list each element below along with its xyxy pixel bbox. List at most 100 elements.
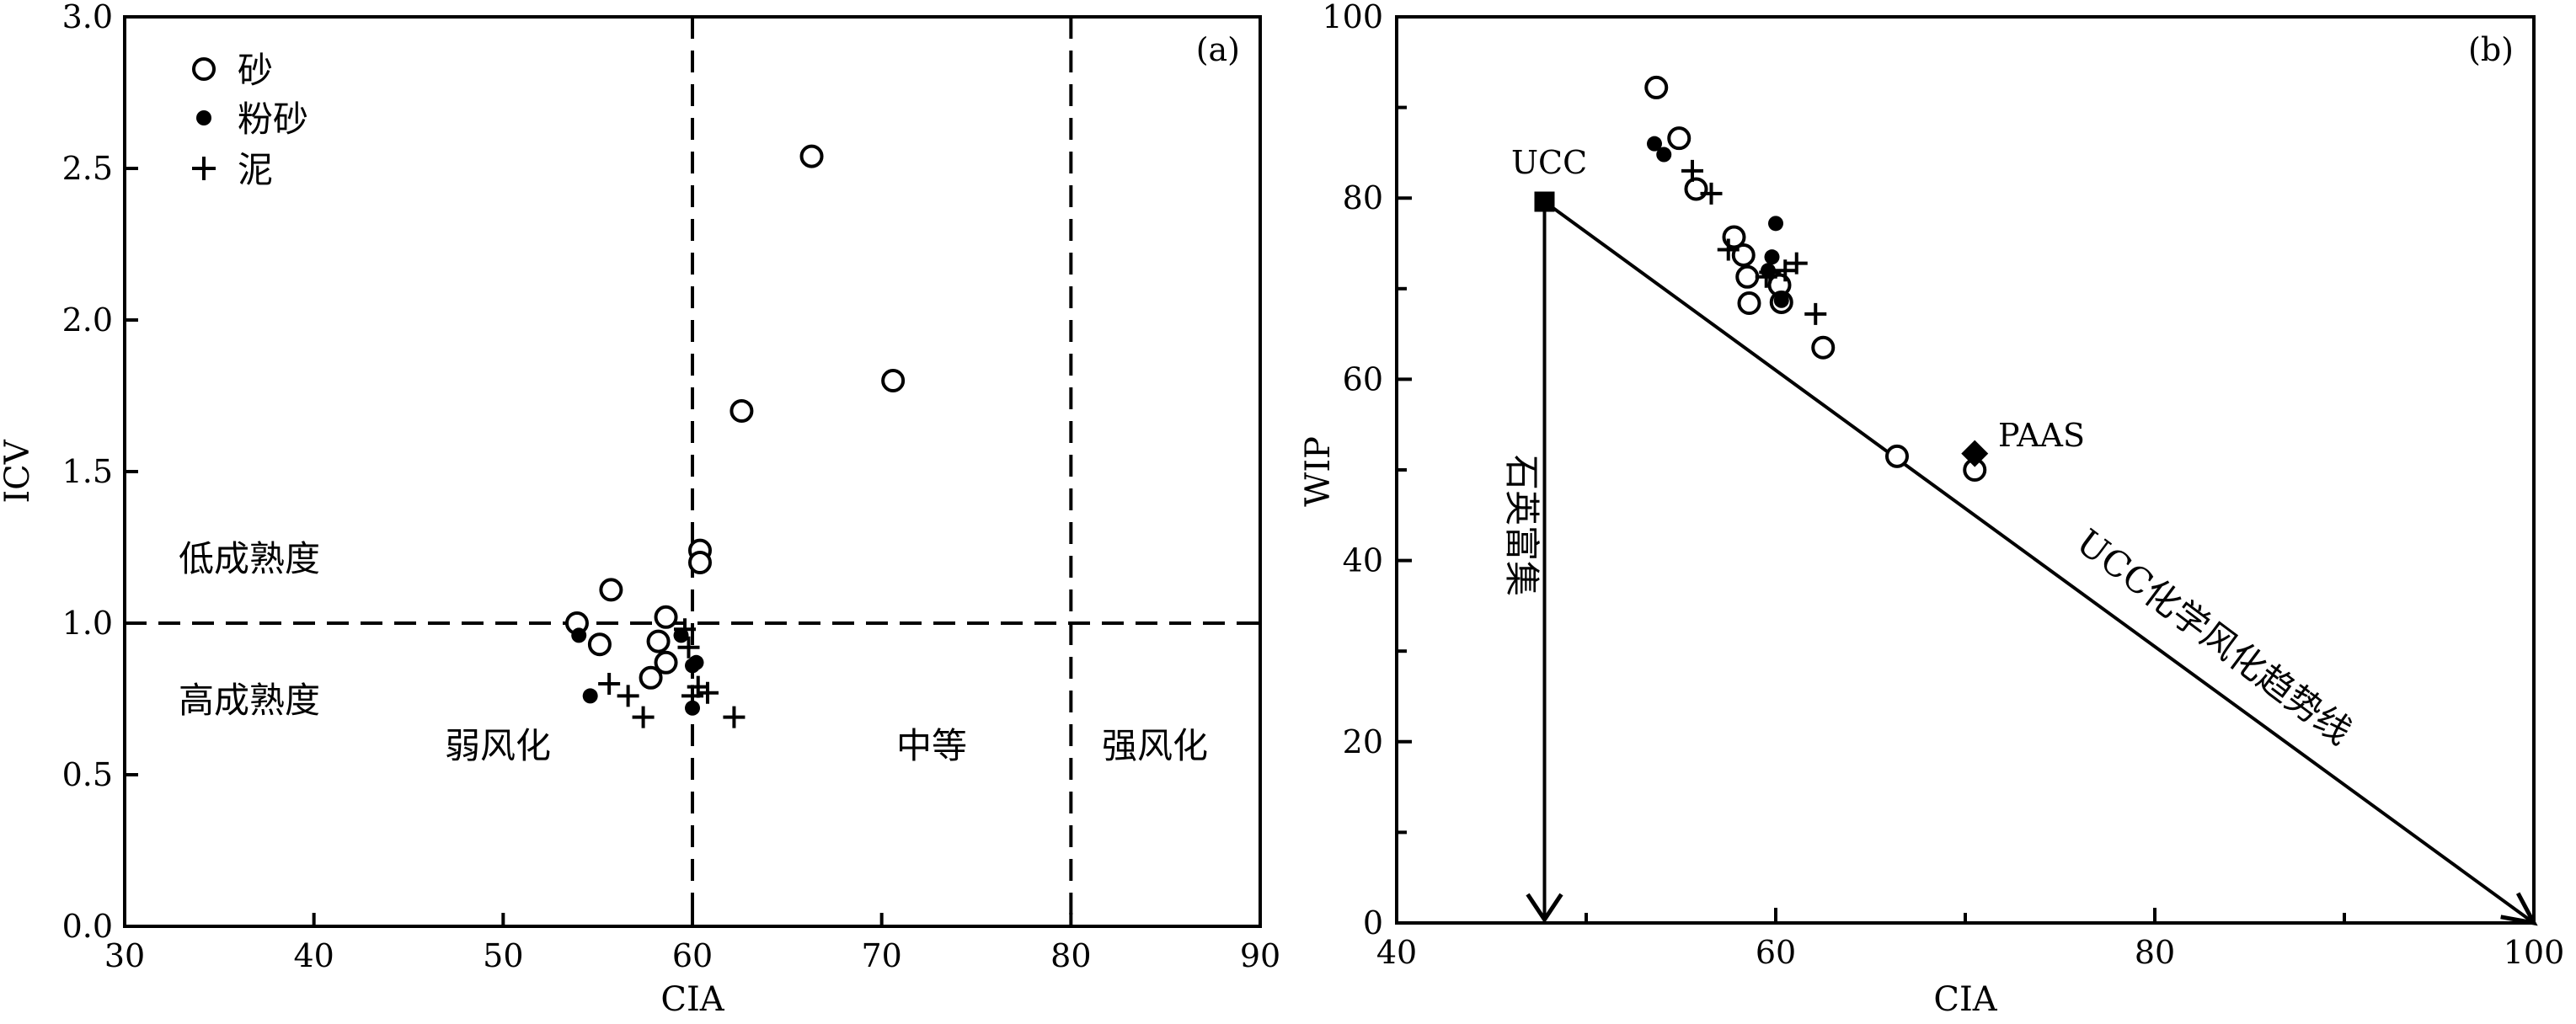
- a-point-sand: [654, 605, 678, 629]
- chart-b: 40 60 80 100 0 20 40 60 80 100 (b) CIA WIP UCC PA…: [1299, 0, 2564, 1019]
- a-point-sand: [646, 629, 671, 653]
- b-point-sand: [1885, 444, 1909, 468]
- a-legend-marker-mud: [192, 157, 216, 180]
- a-legend-label-mud: 泥: [238, 149, 273, 190]
- a-point-sand: [881, 369, 906, 392]
- a-x-tick-label: 30: [104, 937, 145, 974]
- b-quartz-enrichment-label: 石英富集: [1501, 455, 1542, 596]
- a-point-mud: [723, 706, 746, 728]
- a-x-tick-label: 70: [861, 937, 901, 974]
- b-point-mud: [1804, 302, 1827, 325]
- a-legend-marker-silt: [196, 110, 211, 125]
- a-x-axis-label: CIA: [660, 980, 724, 1019]
- a-point-sand: [687, 551, 712, 574]
- a-axis-ticks: 30 40 50 60 70 80 90 0.0 0.5 1.0 1.5 2.0 2.5 3.0: [62, 0, 1281, 974]
- b-y-tick-label: 0: [1363, 904, 1383, 941]
- b-x-tick-label: 80: [2135, 934, 2175, 971]
- b-point-mud: [1681, 159, 1703, 182]
- a-y-tick-label: 0.5: [62, 756, 113, 793]
- a-point-mud: [681, 685, 703, 707]
- a-y-tick-label: 1.5: [62, 453, 113, 490]
- b-point-silt: [1773, 292, 1789, 308]
- b-point-silt: [1768, 216, 1783, 232]
- b-point-silt: [1764, 249, 1780, 265]
- b-paas-marker: [1961, 440, 1989, 467]
- a-point-sand: [799, 144, 824, 168]
- b-point-mud: [1759, 261, 1782, 284]
- b-point-mud: [1785, 252, 1808, 275]
- a-y-tick-label: 2.5: [62, 150, 113, 187]
- a-y-tick-label: 0.0: [62, 908, 113, 945]
- a-x-tick-label: 60: [672, 937, 713, 974]
- a-point-mud: [677, 636, 700, 659]
- a-legend-marker-sand: [192, 57, 216, 81]
- b-y-tick-label: 60: [1343, 360, 1383, 397]
- a-point-mud: [696, 681, 719, 704]
- b-trend-and-arrow: [1526, 200, 2538, 926]
- b-trend-line: [1543, 200, 2536, 925]
- b-paas-label: PAAS: [1998, 417, 2085, 454]
- a-point-mud: [617, 685, 639, 707]
- a-data-points: [564, 144, 906, 728]
- a-point-silt: [688, 654, 704, 670]
- b-point-mud: [1755, 265, 1777, 288]
- b-reference-points: [1534, 191, 1989, 467]
- a-panel-label: (a): [1196, 31, 1240, 68]
- b-y-tick-label: 80: [1343, 179, 1383, 216]
- a-point-silt: [571, 627, 587, 643]
- a-x-tick-label: 50: [483, 937, 523, 974]
- a-legend-label-sand: 砂: [238, 50, 273, 91]
- a-x-tick-label: 90: [1240, 937, 1280, 974]
- a-point-silt: [582, 688, 598, 704]
- b-x-tick-label: 60: [1756, 934, 1796, 971]
- b-point-mud: [1700, 182, 1723, 205]
- a-annotation-weak-weathering: 弱风化: [445, 725, 551, 766]
- b-x-tick-label: 40: [1376, 934, 1417, 971]
- a-reference-lines: [125, 17, 1260, 926]
- a-legend: 砂 粉砂 泥: [192, 50, 308, 190]
- b-panel-label: (b): [2468, 31, 2514, 68]
- b-trend-arrowhead: [2500, 892, 2538, 926]
- a-x-tick-label: 80: [1050, 937, 1091, 974]
- b-point-silt: [1761, 263, 1776, 279]
- chart-a: 30 40 50 60 70 80 900.00.51.01.52.02.53.0 (a) …: [0, 0, 1280, 1019]
- b-ucc-label: UCC: [1511, 144, 1587, 181]
- b-point-mud: [1774, 259, 1797, 282]
- b-y-tick-label: 40: [1343, 542, 1383, 579]
- b-point-sand: [1811, 335, 1836, 360]
- b-y-axis-label: WIP: [1299, 436, 1338, 507]
- b-axis-ticks: 40 60 80 100 0 20 40 60 80 100: [1322, 0, 2564, 971]
- b-trend-line-label: UCC化学风化趋势线: [2069, 521, 2360, 753]
- a-point-mud: [598, 673, 621, 695]
- a-point-sand: [654, 650, 678, 675]
- a-point-mud: [674, 618, 697, 641]
- a-y-tick-label: 2.0: [62, 301, 113, 339]
- a-y-axis-label: ICV: [0, 439, 37, 503]
- b-point-sand: [1735, 264, 1760, 289]
- b-ucc-marker: [1534, 191, 1555, 212]
- a-annotation-high-maturity: 高成熟度: [179, 680, 320, 721]
- b-y-tick-label: 100: [1322, 0, 1383, 35]
- a-x-tick-label: 40: [293, 937, 334, 974]
- a-annotation-strong-weathering: 强风化: [1102, 725, 1208, 766]
- a-annotation-moderate-weathering: 中等: [896, 725, 967, 766]
- b-point-silt: [1647, 136, 1662, 152]
- b-x-tick-label: 100: [2504, 934, 2565, 971]
- b-point-sand: [1667, 126, 1692, 151]
- b-point-mud: [1717, 238, 1740, 261]
- b-point-sand: [1737, 291, 1761, 316]
- a-point-sand: [587, 632, 612, 657]
- b-point-sand: [1644, 75, 1669, 99]
- a-y-tick-label: 3.0: [62, 0, 113, 35]
- a-point-sand: [730, 399, 754, 423]
- a-point-sand: [639, 665, 663, 690]
- b-point-sand: [1684, 177, 1708, 201]
- a-point-mud: [632, 706, 655, 728]
- b-y-tick-label: 20: [1343, 723, 1383, 760]
- b-x-axis-label: CIA: [1933, 980, 1997, 1019]
- b-data-points: [1644, 75, 1987, 482]
- a-annotation-low-maturity: 低成熟度: [179, 538, 320, 579]
- a-point-silt: [685, 700, 700, 716]
- a-point-sand: [599, 578, 623, 602]
